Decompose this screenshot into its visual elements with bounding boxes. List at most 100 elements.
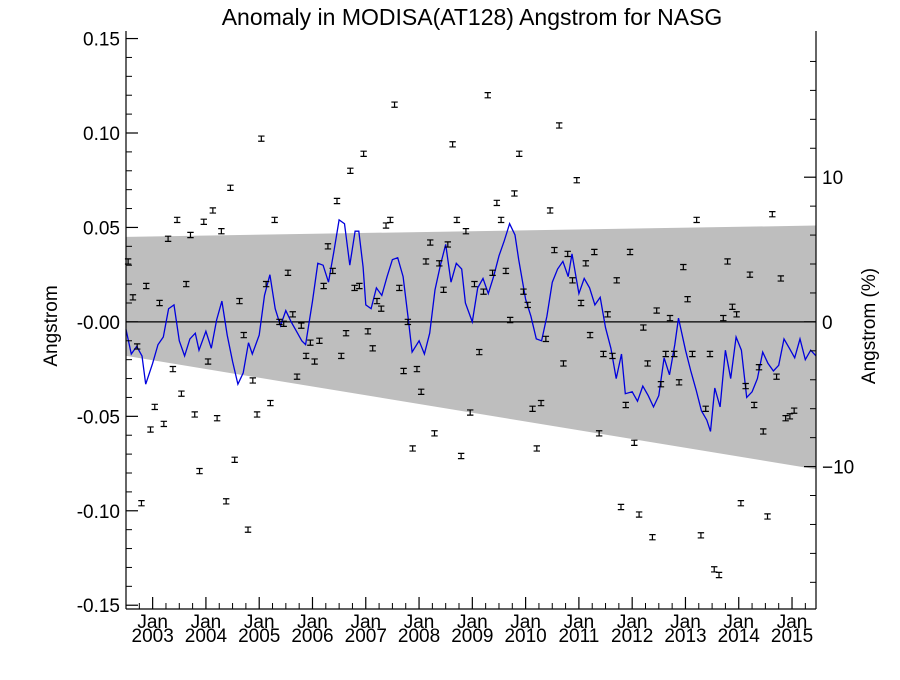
data-point-errorbar	[164, 235, 172, 242]
y2-tick-label: −10	[822, 458, 854, 479]
data-point-errorbar	[267, 399, 274, 407]
data-point-errorbar	[537, 399, 545, 407]
data-point-errorbar	[400, 367, 407, 375]
x-tick-label-month: Jan	[457, 612, 488, 633]
x-tick-label-month: Jan	[777, 612, 808, 633]
data-point-errorbar	[204, 358, 212, 365]
y-tick-label: 0.10	[83, 124, 120, 145]
data-point-errorbar	[684, 296, 691, 303]
data-point-errorbar	[244, 526, 252, 533]
y-tick-label: -0.15	[77, 596, 120, 617]
data-point-errorbar	[391, 101, 398, 108]
x-tick-label-year: 2008	[398, 626, 440, 647]
data-point-errorbar	[427, 239, 434, 246]
data-point-errorbar	[183, 280, 190, 288]
data-point-errorbar	[760, 428, 767, 435]
data-point-errorbar	[520, 288, 527, 295]
data-point-errorbar	[378, 305, 385, 312]
data-point-errorbar	[191, 411, 198, 418]
x-tick-label-year: 2005	[238, 626, 280, 647]
data-point-errorbar	[773, 373, 780, 380]
data-point-errorbar	[489, 269, 496, 276]
x-tick-label-year: 2015	[771, 626, 813, 647]
x-tick-label-month: Jan	[617, 612, 648, 633]
data-point-errorbar	[351, 284, 358, 292]
data-point-errorbar	[302, 352, 310, 360]
x-tick-label-month: Jan	[564, 612, 595, 633]
data-point-errorbar	[662, 350, 669, 358]
data-point-errorbar	[369, 345, 376, 352]
data-point-errorbar	[178, 390, 185, 397]
data-point-errorbar	[249, 377, 257, 384]
data-point-errorbar	[609, 352, 616, 360]
data-point-errorbar	[617, 503, 625, 511]
data-point-errorbar	[467, 409, 474, 416]
data-point-errorbar	[715, 571, 723, 579]
data-point-errorbar	[675, 379, 683, 386]
data-point-errorbar	[156, 299, 163, 307]
data-point-errorbar	[329, 267, 336, 275]
data-point-errorbar	[298, 322, 305, 329]
data-point-errorbar	[457, 452, 465, 460]
data-point-errorbar	[360, 150, 367, 157]
data-point-errorbar	[236, 297, 243, 305]
data-point-errorbar	[689, 350, 696, 358]
x-tick-label-month: Jan	[723, 612, 754, 633]
data-point-errorbar	[711, 566, 718, 573]
data-point-errorbar	[364, 328, 372, 335]
x-tick-label-month: Jan	[244, 612, 275, 633]
data-point-errorbar	[218, 228, 225, 235]
data-point-errorbar	[262, 280, 270, 288]
data-point-errorbar	[160, 420, 168, 428]
data-point-errorbar	[511, 190, 518, 197]
data-point-errorbar	[697, 532, 705, 539]
data-point-errorbar	[284, 269, 292, 276]
y-axis-title: Angstrom	[41, 285, 62, 366]
data-point-errorbar	[417, 388, 425, 395]
data-point-errorbar	[613, 277, 620, 284]
data-point-errorbar	[431, 430, 438, 437]
data-point-errorbar	[258, 135, 265, 142]
data-point-errorbar	[311, 358, 318, 365]
data-point-errorbar	[702, 405, 709, 412]
data-point-errorbar	[671, 350, 678, 358]
plot-area: 0.15 0.10 0.05 -0.00 -0.05 -0.10 -0.15 10 0 −10 Ja…	[77, 30, 855, 647]
data-point-errorbar	[289, 311, 296, 318]
data-point-errorbar	[293, 373, 301, 380]
data-point-errorbar	[187, 231, 194, 239]
data-point-errorbar	[453, 216, 461, 224]
data-point-errorbar	[307, 339, 314, 346]
data-point-errorbar	[342, 330, 350, 337]
data-point-errorbar	[129, 294, 137, 301]
data-point-errorbar	[657, 381, 665, 388]
data-point-errorbar	[147, 426, 154, 433]
data-point-errorbar	[586, 331, 594, 339]
data-point-errorbar	[560, 360, 567, 367]
x-tick-label-month: Jan	[404, 612, 435, 633]
series-line-smoothed	[125, 218, 817, 432]
data-point-errorbar	[240, 331, 247, 339]
data-point-errorbar	[729, 303, 736, 310]
data-point-errorbar	[777, 275, 785, 282]
data-point-errorbar	[649, 534, 656, 541]
data-point-errorbar	[533, 445, 541, 452]
data-point-errorbar	[733, 311, 740, 318]
data-point-errorbar	[502, 267, 510, 275]
data-point-errorbar	[409, 445, 416, 452]
data-point-errorbar	[213, 415, 221, 422]
data-point-errorbar	[222, 498, 230, 505]
data-point-errorbar	[169, 365, 177, 373]
data-point-errorbar	[133, 343, 141, 350]
data-point-errorbar	[516, 150, 523, 157]
data-point-errorbar	[196, 467, 203, 475]
x-tick-label-month: Jan	[137, 612, 168, 633]
data-point-errorbar	[253, 411, 261, 418]
data-point-errorbar	[151, 403, 158, 411]
data-point-errorbar	[764, 513, 771, 520]
data-point-errorbar	[422, 258, 430, 265]
data-point-errorbar	[644, 360, 651, 367]
data-point-errorbar	[471, 280, 478, 288]
x-tick-label-year: 2003	[132, 626, 174, 647]
y-tick-label: 0.05	[83, 218, 120, 239]
data-point-errorbar	[746, 271, 754, 278]
